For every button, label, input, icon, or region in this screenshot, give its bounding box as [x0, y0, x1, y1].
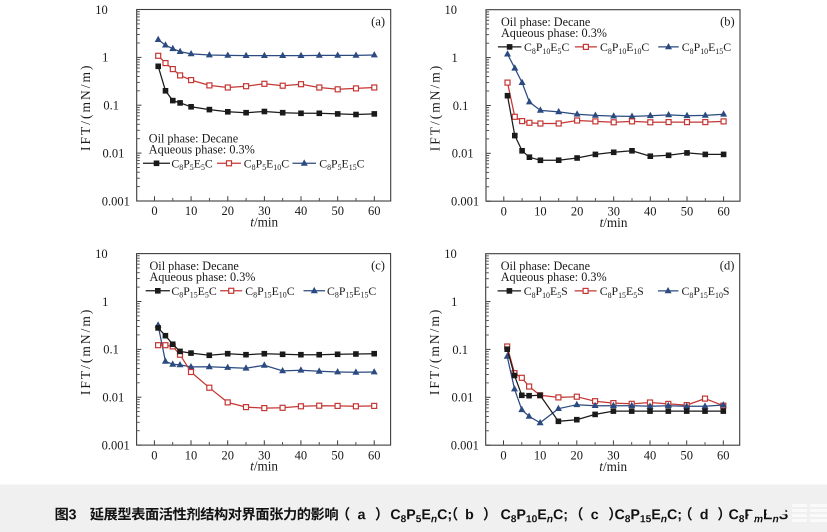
- svg-text:50: 50: [331, 204, 344, 218]
- svg-text:(d): (d): [720, 259, 735, 273]
- svg-text:C8​P5​E10​C: C8​P5​E10​C: [244, 156, 289, 172]
- svg-text:30: 30: [258, 448, 271, 462]
- svg-text:10: 10: [185, 204, 198, 218]
- svg-text:(b): (b): [720, 15, 735, 29]
- svg-text:60: 60: [368, 448, 381, 462]
- svg-text:0.001: 0.001: [451, 195, 479, 209]
- svg-text:10: 10: [95, 3, 108, 17]
- svg-text:(a): (a): [371, 14, 385, 28]
- svg-text:Oil phase: Decane: Oil phase: Decane: [501, 15, 590, 29]
- svg-text:0.01: 0.01: [451, 391, 473, 405]
- svg-text:40: 40: [295, 448, 308, 462]
- svg-text:1: 1: [451, 295, 457, 309]
- svg-text:0.01: 0.01: [452, 147, 474, 161]
- svg-text:20: 20: [222, 204, 235, 218]
- svg-text:40: 40: [295, 204, 308, 218]
- svg-text:t/min: t/min: [250, 215, 278, 230]
- svg-text:1: 1: [451, 51, 457, 65]
- svg-text:0.1: 0.1: [103, 343, 119, 357]
- svg-text:30: 30: [607, 448, 620, 462]
- svg-text:0: 0: [151, 448, 157, 462]
- svg-text:C8​P5​E15​C: C8​P5​E15​C: [319, 156, 364, 172]
- svg-text:C8​P10​E5​S: C8​P10​E5​S: [524, 284, 568, 300]
- svg-text:10: 10: [534, 448, 547, 462]
- svg-text:10: 10: [445, 3, 458, 17]
- svg-text:10: 10: [444, 247, 457, 261]
- svg-text:0: 0: [501, 204, 507, 218]
- svg-text:t/min: t/min: [250, 459, 278, 474]
- svg-text:0: 0: [500, 448, 506, 462]
- svg-text:Oil phase: Decane: Oil phase: Decane: [149, 131, 238, 145]
- svg-text:0.001: 0.001: [102, 438, 130, 452]
- svg-text:0: 0: [151, 204, 157, 218]
- svg-text:1: 1: [102, 51, 108, 65]
- svg-text:Oil phase: Decane: Oil phase: Decane: [501, 259, 590, 273]
- svg-text:50: 50: [681, 204, 694, 218]
- svg-text:60: 60: [368, 204, 381, 218]
- svg-text:Aqueous phase: 0.3%: Aqueous phase: 0.3%: [501, 26, 607, 40]
- svg-text:(c): (c): [371, 259, 385, 273]
- svg-text:60: 60: [717, 204, 730, 218]
- svg-text:IFT/(mN/m): IFT/(mN/m): [428, 64, 443, 152]
- svg-text:IFT/(mN/m): IFT/(mN/m): [78, 63, 93, 151]
- svg-text:0.001: 0.001: [102, 194, 130, 208]
- svg-text:40: 40: [644, 204, 657, 218]
- svg-text:Aqueous phase: 0.3%: Aqueous phase: 0.3%: [150, 270, 256, 284]
- svg-text:t/min: t/min: [599, 459, 627, 474]
- svg-text:1: 1: [102, 295, 108, 309]
- svg-text:20: 20: [221, 448, 234, 462]
- svg-text:0.1: 0.1: [453, 99, 469, 113]
- svg-text:10: 10: [185, 448, 198, 462]
- svg-text:0.1: 0.1: [103, 99, 119, 113]
- svg-text:30: 30: [607, 204, 620, 218]
- svg-text:0.001: 0.001: [451, 439, 479, 453]
- svg-text:20: 20: [571, 448, 584, 462]
- svg-text:0.1: 0.1: [452, 343, 468, 357]
- svg-text:Aqueous phase: 0.3%: Aqueous phase: 0.3%: [501, 270, 607, 284]
- svg-text:60: 60: [717, 448, 730, 462]
- svg-text:Oil phase: Decane: Oil phase: Decane: [150, 259, 239, 273]
- svg-text:0.01: 0.01: [102, 391, 124, 405]
- svg-text:20: 20: [571, 204, 584, 218]
- svg-text:40: 40: [644, 448, 657, 462]
- svg-text:IFT/(mN/m): IFT/(mN/m): [427, 308, 442, 396]
- svg-text:50: 50: [680, 448, 693, 462]
- svg-text:30: 30: [258, 204, 271, 218]
- svg-text:C8​P15​E5​S: C8​P15​E5​S: [600, 284, 644, 300]
- svg-text:10: 10: [95, 247, 108, 261]
- svg-text:IFT/(mN/m): IFT/(mN/m): [78, 308, 93, 396]
- svg-text:0.01: 0.01: [102, 146, 124, 160]
- svg-text:Aqueous phase: 0.3%: Aqueous phase: 0.3%: [149, 143, 255, 157]
- svg-text:10: 10: [534, 204, 547, 218]
- svg-text:50: 50: [331, 448, 344, 462]
- svg-text:t/min: t/min: [600, 215, 628, 230]
